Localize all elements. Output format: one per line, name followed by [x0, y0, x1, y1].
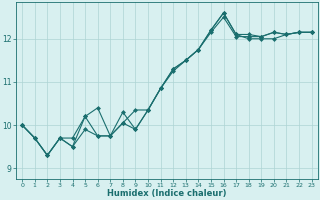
X-axis label: Humidex (Indice chaleur): Humidex (Indice chaleur) [107, 189, 227, 198]
